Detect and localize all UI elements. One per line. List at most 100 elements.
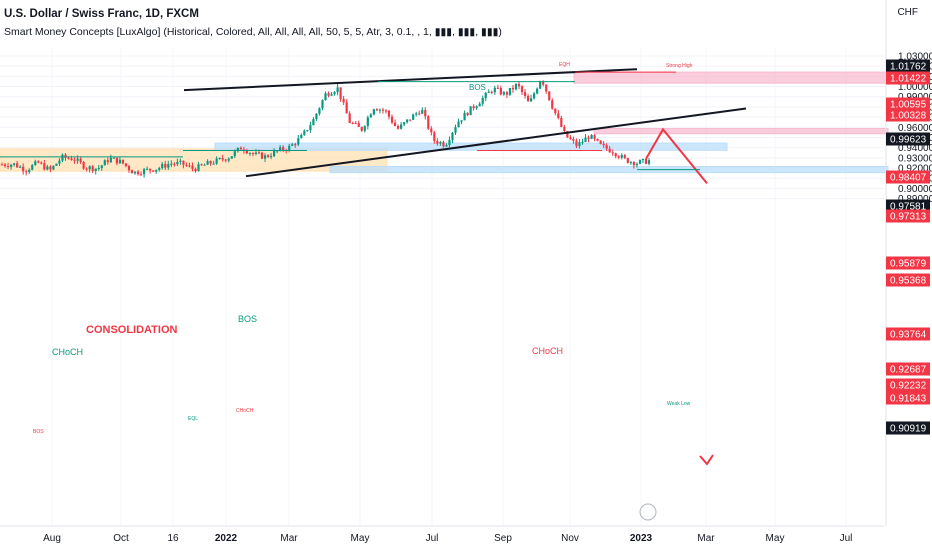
- candle-body: [282, 147, 285, 151]
- time-tick-label: Oct: [113, 533, 129, 544]
- price-tag: [886, 273, 930, 287]
- bos-label-top: BOS: [469, 83, 486, 92]
- candle-body: [309, 125, 312, 131]
- candle-body: [602, 143, 605, 146]
- price-tick-label: 0.92000: [898, 164, 932, 175]
- candle-body: [46, 166, 49, 170]
- candle-body: [248, 153, 252, 155]
- candle-body: [109, 157, 112, 163]
- candle-body: [31, 165, 34, 170]
- candle-body: [505, 92, 509, 95]
- projection-arrowhead: [699, 454, 714, 466]
- candle-body: [58, 160, 61, 164]
- candle-body: [82, 162, 85, 169]
- candle-body: [70, 158, 73, 161]
- time-axis[interactable]: Aug Oct 16 2022 Mar May Jul Sep Nov 2023 Mar May Jul: [0, 525, 884, 544]
- bos-small-label: BOS: [33, 429, 44, 435]
- candle-body: [475, 106, 478, 109]
- candle-body: [596, 138, 599, 141]
- candle-body: [318, 108, 321, 114]
- price-tag: [886, 132, 930, 146]
- annotations: CONSOLIDATION CHoCH BOS BOS CHoCH Strong High…: [0, 62, 700, 521]
- time-tick-label: May: [351, 533, 370, 544]
- replay-icon: [639, 503, 657, 521]
- candle-body: [406, 119, 409, 123]
- projection-path: [645, 127, 708, 184]
- candle-body: [263, 155, 267, 159]
- candle-body: [466, 112, 469, 116]
- candle-body: [215, 158, 218, 164]
- price-tag: [886, 108, 930, 122]
- candle-body: [103, 160, 106, 166]
- candle-body: [442, 142, 445, 147]
- candle-body: [300, 134, 303, 139]
- candle-body: [345, 102, 348, 114]
- candle-body: [357, 123, 360, 127]
- price-tick-label: 0.93000: [898, 153, 932, 164]
- candle-body: [575, 140, 578, 146]
- price-tag: [886, 362, 930, 376]
- zone-demand-blue-lower: [329, 166, 889, 174]
- candle-body: [336, 87, 339, 93]
- price-tag-label: 1.01762: [890, 62, 927, 73]
- candle-body: [161, 164, 164, 169]
- candle-body: [418, 113, 421, 115]
- candle-body: [40, 162, 43, 164]
- candle-body: [130, 170, 134, 174]
- candle-body: [124, 163, 128, 167]
- candle-body: [542, 81, 545, 85]
- candle-body: [396, 125, 400, 129]
- price-tag-label: 1.00328: [890, 111, 927, 122]
- candle-body: [167, 164, 170, 168]
- candle-body: [182, 160, 185, 165]
- price-tag: [886, 391, 930, 405]
- candle-body: [635, 163, 639, 166]
- candle-body: [149, 168, 152, 171]
- price-axis[interactable]: 0.890000.900000.910000.920000.930000.940…: [885, 0, 932, 526]
- candle-body: [25, 171, 28, 173]
- candle-body: [632, 162, 635, 166]
- candle-body: [85, 168, 88, 170]
- candle-body: [22, 166, 25, 172]
- candle-body: [288, 145, 291, 151]
- candle-body: [545, 84, 548, 92]
- candle-body: [112, 157, 115, 159]
- candle-body: [484, 92, 487, 99]
- candle-body: [502, 92, 505, 95]
- price-tick-label: 0.96000: [898, 123, 932, 134]
- candle-body: [433, 132, 436, 141]
- price-tag-label: 0.92232: [890, 381, 927, 392]
- candle-body: [499, 88, 502, 95]
- zone-consolidation: [0, 148, 388, 172]
- candle-body: [481, 98, 484, 104]
- candle-body: [375, 109, 378, 111]
- trendlines: [183, 68, 747, 466]
- candle-body: [523, 92, 527, 96]
- candle-body: [6, 165, 10, 167]
- candle-body: [430, 128, 433, 133]
- symbol-title[interactable]: U.S. Dollar / Swiss Franc, 1D, FXCM: [4, 8, 199, 20]
- candle-body: [439, 142, 442, 144]
- price-tag: [886, 97, 930, 111]
- candle-body: [28, 169, 31, 173]
- indicator-legend[interactable]: Smart Money Concepts [LuxAlgo] (Historic…: [4, 26, 502, 38]
- candle-body: [569, 137, 572, 140]
- candle-body: [19, 166, 22, 168]
- candle-body: [218, 158, 221, 160]
- price-tag: [886, 256, 930, 270]
- choch-label-red: CHoCH: [532, 346, 563, 356]
- candle-body: [64, 154, 67, 158]
- candle-body: [34, 161, 37, 166]
- candle-body: [12, 163, 16, 165]
- price-tick-label: 0.94000: [898, 143, 932, 154]
- candle-body: [620, 155, 623, 158]
- candle-body: [381, 109, 385, 111]
- candle-body: [448, 139, 451, 146]
- candle-body: [227, 158, 230, 161]
- candle-body: [191, 165, 194, 169]
- candle-body: [239, 147, 242, 150]
- candle-body: [436, 140, 439, 144]
- zone-supply-red-mid: [593, 128, 889, 135]
- candle-body: [487, 91, 490, 93]
